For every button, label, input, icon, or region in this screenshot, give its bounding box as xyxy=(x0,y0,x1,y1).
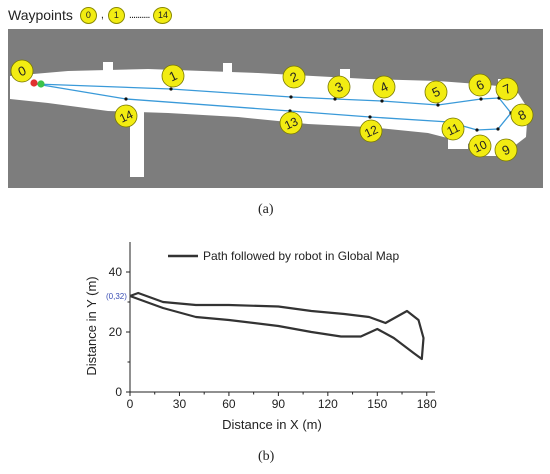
waypoint-circle xyxy=(372,75,396,99)
waypoint-label: 13 xyxy=(282,114,300,132)
waypoint-circle xyxy=(510,103,534,127)
waypoint-circle xyxy=(282,65,306,89)
waypoints-legend: Waypoints 0 , 1 .......... 14 xyxy=(8,5,173,25)
waypoint-circle xyxy=(441,117,465,141)
waypoint-circle xyxy=(114,104,138,128)
legend-separator: , xyxy=(100,9,104,21)
y-axis-label: Distance in Y (m) xyxy=(84,276,99,375)
x-tick-label: 150 xyxy=(367,397,387,411)
y-tick-label: 0 xyxy=(115,385,122,399)
legend-waypoint-first: 0 xyxy=(79,6,97,24)
waypoint-circle xyxy=(327,75,351,99)
waypoint-circle xyxy=(10,59,34,83)
y-tick-label: 20 xyxy=(109,325,123,339)
legend-label: Path followed by robot in Global Map xyxy=(203,249,399,263)
waypoint-5: 5 xyxy=(424,80,448,104)
waypoint-6: 6 xyxy=(468,73,492,97)
waypoint-13: 13 xyxy=(279,111,303,135)
waypoint-label: 10 xyxy=(471,137,489,155)
legend-ellipsis: .......... xyxy=(128,9,151,21)
start-point-annotation: (0,32) xyxy=(106,292,127,301)
panel-a-caption: (a) xyxy=(258,202,274,217)
waypoint-12: 12 xyxy=(359,119,383,143)
waypoint-10: 10 xyxy=(468,134,492,158)
waypoint-3: 3 xyxy=(327,75,351,99)
waypoint-label: 11 xyxy=(445,120,463,138)
waypoint-9: 9 xyxy=(494,138,518,162)
x-tick-label: 30 xyxy=(173,397,187,411)
waypoint-4: 4 xyxy=(372,75,396,99)
x-tick-label: 180 xyxy=(417,397,437,411)
chart-legend: Path followed by robot in Global Map xyxy=(168,249,399,263)
waypoint-1: 1 xyxy=(161,64,185,88)
waypoint-0: 0 xyxy=(10,59,34,83)
start-marker-green xyxy=(37,80,45,88)
waypoint-8: 8 xyxy=(510,103,534,127)
legend-waypoint-second: 1 xyxy=(107,6,125,24)
series-path-line xyxy=(129,291,425,361)
waypoint-7: 7 xyxy=(495,77,519,101)
chart-ticks: 0 30 60 90 120 150 180 0 20 40 xyxy=(109,265,437,411)
waypoint-circle xyxy=(279,111,303,135)
waypoint-2: 2 xyxy=(282,65,306,89)
waypoint-circle xyxy=(468,73,492,97)
y-tick-label: 40 xyxy=(109,265,123,279)
waypoint-circle xyxy=(495,77,519,101)
x-axis-label: Distance in X (m) xyxy=(222,417,322,432)
waypoints-legend-label: Waypoints xyxy=(8,7,73,23)
waypoint-circle xyxy=(161,64,185,88)
start-marker-red xyxy=(30,79,38,87)
waypoint-14: 14 xyxy=(114,104,138,128)
x-tick-label: 90 xyxy=(272,397,286,411)
waypoint-circle xyxy=(424,80,448,104)
x-tick-label: 0 xyxy=(127,397,134,411)
x-tick-label: 120 xyxy=(318,397,338,411)
waypoint-circle xyxy=(468,134,492,158)
waypoint-label: 12 xyxy=(362,122,380,140)
chart-plot-area xyxy=(129,291,425,361)
legend-waypoint-last: 14 xyxy=(153,6,173,24)
waypoint-label: 14 xyxy=(117,107,135,125)
waypoint-11: 11 xyxy=(441,117,465,141)
path-chart: Distance in Y (m) Distance in X (m) 0 30 6… xyxy=(84,242,437,432)
x-tick-label: 60 xyxy=(222,397,236,411)
panel-b-caption: (b) xyxy=(258,449,275,464)
waypoint-circle xyxy=(359,119,383,143)
waypoint-circle xyxy=(494,138,518,162)
chart-axes xyxy=(129,242,435,393)
map-path-line xyxy=(35,83,512,131)
